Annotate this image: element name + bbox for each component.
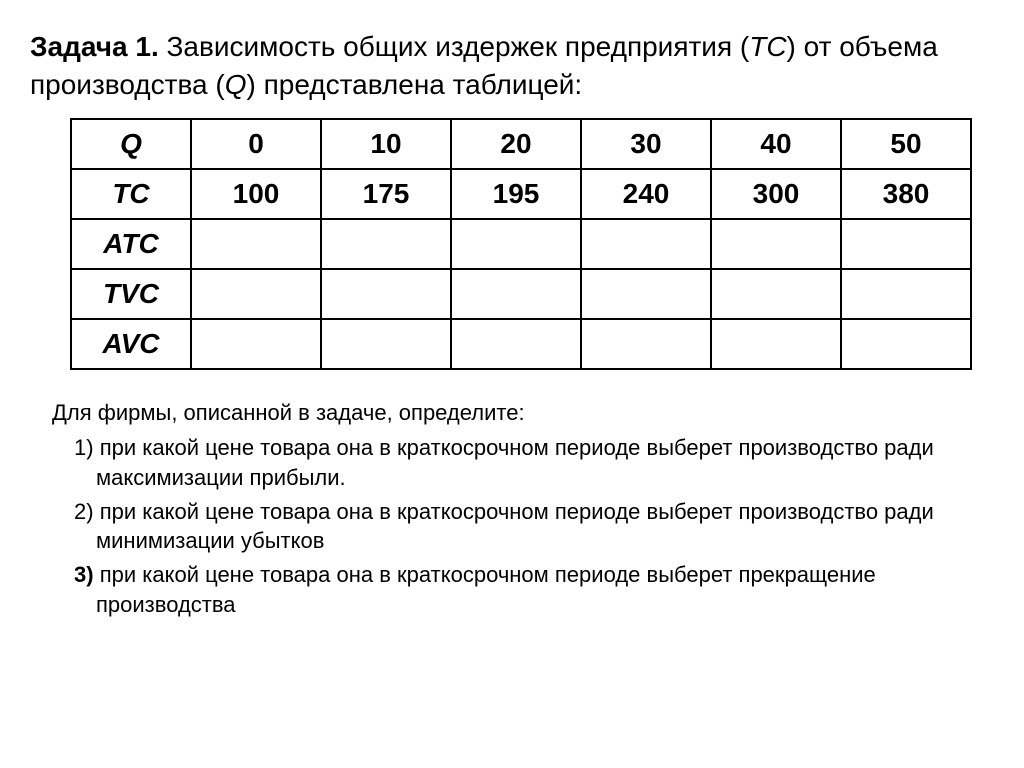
cell-tvc-2 (451, 269, 581, 319)
cell-atc-2 (451, 219, 581, 269)
cell-atc-0 (191, 219, 321, 269)
questions-list: 1) при какой цене товара она в краткосро… (30, 433, 994, 619)
cell-tvc-1 (321, 269, 451, 319)
problem-label: Задача 1. (30, 31, 159, 62)
cell-atc-3 (581, 219, 711, 269)
table-header-tvc: TVC (71, 269, 191, 319)
cell-tvc-5 (841, 269, 971, 319)
table-row: AVC (71, 319, 971, 369)
list-item: 3) при какой цене товара она в краткосро… (52, 560, 994, 619)
prompt-text-1: Зависимость общих издержек предприятия ( (159, 31, 749, 62)
cell-tvc-0 (191, 269, 321, 319)
table-row: Q 0 10 20 30 40 50 (71, 119, 971, 169)
cell-avc-5 (841, 319, 971, 369)
cell-avc-4 (711, 319, 841, 369)
list-item: 2) при какой цене товара она в краткосро… (52, 497, 994, 556)
table-header-tc: TC (71, 169, 191, 219)
cell-tc-2: 195 (451, 169, 581, 219)
cell-avc-1 (321, 319, 451, 369)
questions-lead: Для фирмы, описанной в задаче, определит… (52, 398, 994, 428)
cell-avc-0 (191, 319, 321, 369)
prompt-Q: Q (225, 69, 247, 100)
cell-tvc-3 (581, 269, 711, 319)
cell-tc-3: 240 (581, 169, 711, 219)
cost-table: Q 0 10 20 30 40 50 TC 100 175 195 240 30… (70, 118, 972, 370)
cell-tc-1: 175 (321, 169, 451, 219)
table-header-atc: ATC (71, 219, 191, 269)
table-row: ATC (71, 219, 971, 269)
table-row: TC 100 175 195 240 300 380 (71, 169, 971, 219)
list-item: 1) при какой цене товара она в краткосро… (52, 433, 994, 492)
cell-tc-0: 100 (191, 169, 321, 219)
cell-q-4: 40 (711, 119, 841, 169)
question-number-3: 3) (74, 562, 94, 587)
cell-q-3: 30 (581, 119, 711, 169)
cell-tc-5: 380 (841, 169, 971, 219)
question-text-2: при какой цене товара она в краткосрочно… (96, 499, 934, 554)
questions-block: Для фирмы, описанной в задаче, определит… (30, 398, 994, 620)
question-number-2: 2) (74, 499, 94, 524)
table-header-q: Q (71, 119, 191, 169)
cell-tvc-4 (711, 269, 841, 319)
cell-avc-3 (581, 319, 711, 369)
table-header-avc: AVC (71, 319, 191, 369)
cell-q-5: 50 (841, 119, 971, 169)
cell-tc-4: 300 (711, 169, 841, 219)
prompt-TC: TC (749, 31, 786, 62)
problem-prompt: Задача 1. Зависимость общих издержек пре… (30, 28, 994, 104)
cell-q-2: 20 (451, 119, 581, 169)
prompt-text-3: ) представлена таблицей: (246, 69, 582, 100)
question-text-3: при какой цене товара она в краткосрочно… (96, 562, 876, 617)
cell-avc-2 (451, 319, 581, 369)
question-number-1: 1) (74, 435, 94, 460)
cell-q-0: 0 (191, 119, 321, 169)
question-text-1: при какой цене товара она в краткосрочно… (96, 435, 934, 490)
cell-atc-1 (321, 219, 451, 269)
cell-atc-5 (841, 219, 971, 269)
page: Задача 1. Зависимость общих издержек пре… (0, 0, 1024, 619)
cell-q-1: 10 (321, 119, 451, 169)
table-row: TVC (71, 269, 971, 319)
cell-atc-4 (711, 219, 841, 269)
